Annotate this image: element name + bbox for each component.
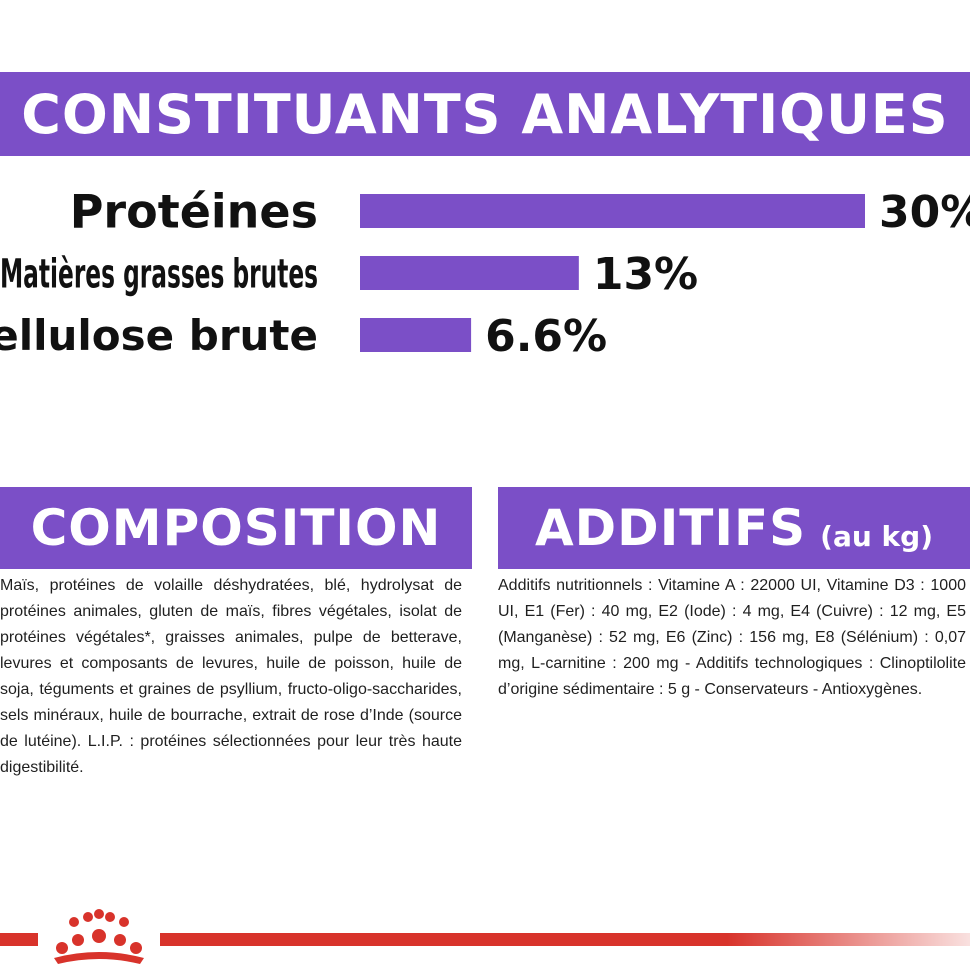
- additifs-unit: (au kg): [820, 519, 934, 553]
- footer-divider-left: [0, 933, 38, 946]
- composition-text: Maïs, protéines de volaille déshydratées…: [0, 577, 462, 776]
- additifs-text: Additifs nutritionnels : Vitamine A : 22…: [498, 577, 966, 698]
- analytique-bar-chart: Protéines 30% Matières grasses brutes 13% Ce…: [0, 185, 970, 362]
- bar: [360, 318, 472, 352]
- footer-divider: [160, 933, 970, 946]
- analytique-title: CONSTITUANTS ANALYTIQUES: [21, 82, 949, 146]
- value-label: 30%: [879, 187, 970, 238]
- additifs-title: ADDITIFS: [534, 499, 807, 557]
- value-label: 6.6%: [485, 311, 607, 362]
- category-label: Matières grasses brutes: [0, 251, 318, 297]
- composition-header: COMPOSITION: [0, 487, 472, 569]
- composition-title: COMPOSITION: [30, 499, 442, 557]
- bar: [360, 256, 579, 290]
- bar: [360, 194, 865, 228]
- analytique-header: CONSTITUANTS ANALYTIQUES: [0, 72, 970, 156]
- value-label: 13%: [593, 249, 698, 300]
- additifs-header: ADDITIFS (au kg): [498, 487, 970, 569]
- category-label: Cellulose brute: [0, 311, 318, 360]
- royal-canin-crown-icon: [54, 909, 144, 964]
- category-label: Protéines: [70, 185, 318, 239]
